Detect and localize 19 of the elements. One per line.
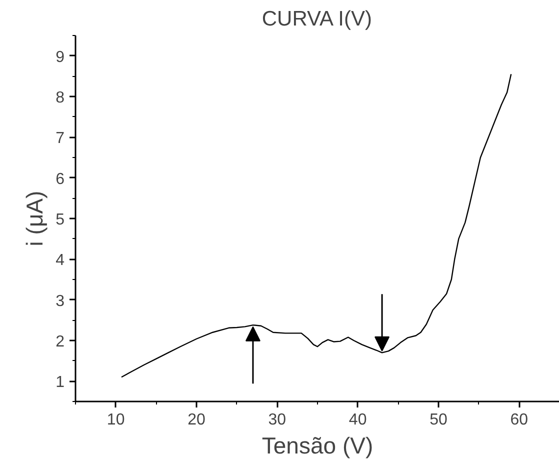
x-tick-label: 30 xyxy=(268,412,286,428)
y-tick-label: 2 xyxy=(56,334,65,350)
x-tick-label: 10 xyxy=(106,412,125,428)
y-tick-label: 5 xyxy=(56,212,65,228)
y-tick-label: 8 xyxy=(56,90,65,106)
y-tick-label: 6 xyxy=(56,170,65,188)
y-tick-label: 7 xyxy=(56,130,65,148)
y-tick-label: 9 xyxy=(56,48,65,66)
y-tick-label: 3 xyxy=(56,292,65,310)
line-series xyxy=(120,74,512,378)
y-tick-label: 4 xyxy=(56,252,65,270)
x-tick-label: 20 xyxy=(188,412,206,428)
y-axis-title: i (μA) xyxy=(22,190,48,246)
x-axis-title: Tensão (V) xyxy=(262,432,374,458)
chart-title: CURVA I(V) xyxy=(262,8,372,30)
x-tick-label: 60 xyxy=(510,412,528,428)
y-tick-label: 1 xyxy=(56,374,65,392)
x-tick-label: 50 xyxy=(430,412,448,428)
x-tick-label: 40 xyxy=(348,412,367,428)
